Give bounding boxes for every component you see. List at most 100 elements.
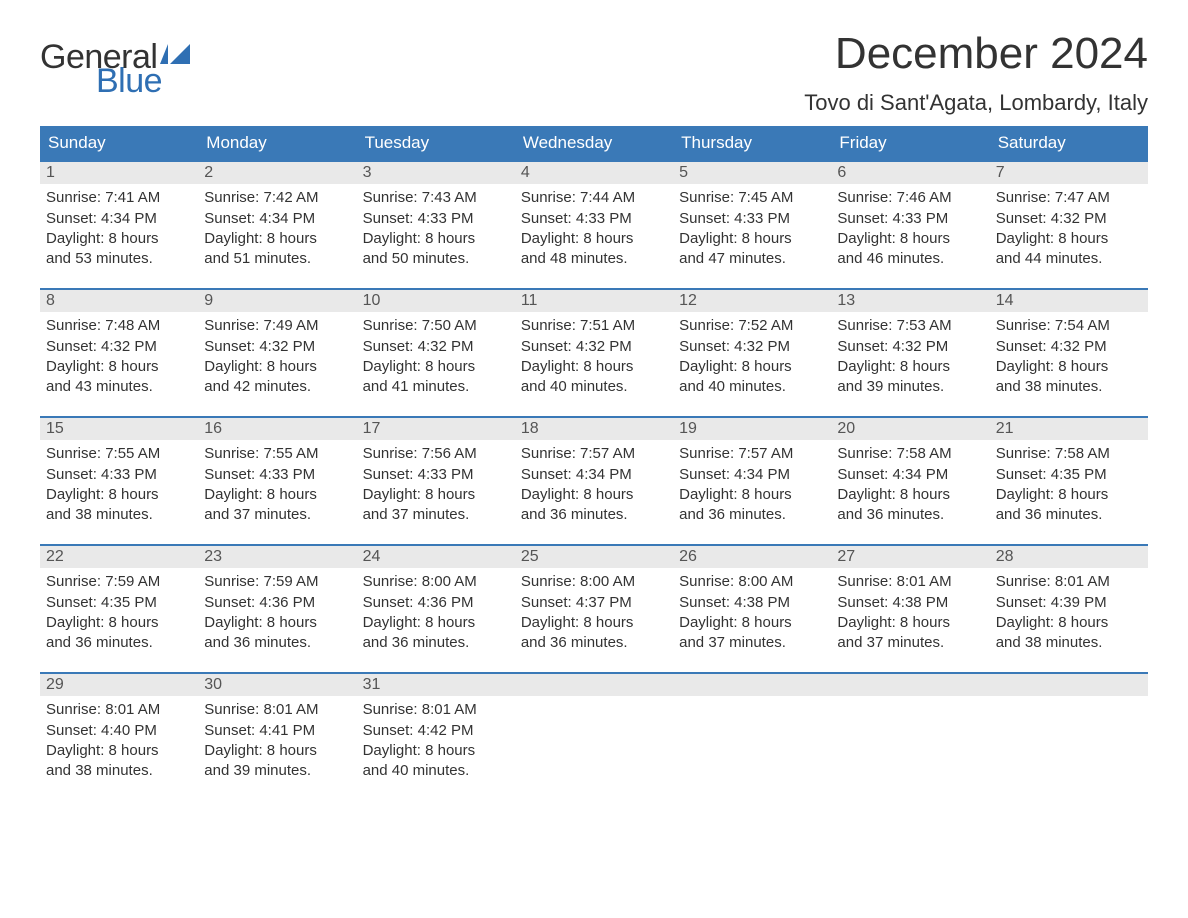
day-daylight2: and 38 minutes.: [996, 377, 1142, 397]
day-daylight2: and 38 minutes.: [46, 505, 192, 525]
day-number: [673, 672, 831, 696]
day-sunset: Sunset: 4:38 PM: [679, 593, 825, 613]
day-cell: 10Sunrise: 7:50 AMSunset: 4:32 PMDayligh…: [357, 288, 515, 398]
day-cell: 25Sunrise: 8:00 AMSunset: 4:37 PMDayligh…: [515, 544, 673, 654]
day-cell: 5Sunrise: 7:45 AMSunset: 4:33 PMDaylight…: [673, 160, 831, 270]
day-cell: 19Sunrise: 7:57 AMSunset: 4:34 PMDayligh…: [673, 416, 831, 526]
day-daylight2: and 47 minutes.: [679, 249, 825, 269]
day-number: 8: [40, 288, 198, 312]
day-body: Sunrise: 7:43 AMSunset: 4:33 PMDaylight:…: [357, 184, 515, 269]
day-daylight1: Daylight: 8 hours: [46, 613, 192, 633]
day-cell: 9Sunrise: 7:49 AMSunset: 4:32 PMDaylight…: [198, 288, 356, 398]
day-cell: [673, 672, 831, 782]
day-sunset: Sunset: 4:34 PM: [204, 209, 350, 229]
day-sunset: Sunset: 4:34 PM: [837, 465, 983, 485]
day-cell: [831, 672, 989, 782]
day-number: 3: [357, 160, 515, 184]
day-body: Sunrise: 7:51 AMSunset: 4:32 PMDaylight:…: [515, 312, 673, 397]
day-daylight2: and 39 minutes.: [837, 377, 983, 397]
day-sunrise: Sunrise: 8:01 AM: [996, 572, 1142, 592]
day-sunset: Sunset: 4:42 PM: [363, 721, 509, 741]
day-daylight1: Daylight: 8 hours: [679, 613, 825, 633]
day-cell: 28Sunrise: 8:01 AMSunset: 4:39 PMDayligh…: [990, 544, 1148, 654]
day-sunrise: Sunrise: 7:45 AM: [679, 188, 825, 208]
day-body: Sunrise: 7:46 AMSunset: 4:33 PMDaylight:…: [831, 184, 989, 269]
calendar: SundayMondayTuesdayWednesdayThursdayFrid…: [40, 126, 1148, 782]
day-sunrise: Sunrise: 7:56 AM: [363, 444, 509, 464]
day-body: Sunrise: 8:00 AMSunset: 4:36 PMDaylight:…: [357, 568, 515, 653]
day-cell: 18Sunrise: 7:57 AMSunset: 4:34 PMDayligh…: [515, 416, 673, 526]
week-row: 22Sunrise: 7:59 AMSunset: 4:35 PMDayligh…: [40, 544, 1148, 654]
day-daylight1: Daylight: 8 hours: [996, 357, 1142, 377]
day-cell: 7Sunrise: 7:47 AMSunset: 4:32 PMDaylight…: [990, 160, 1148, 270]
day-cell: 17Sunrise: 7:56 AMSunset: 4:33 PMDayligh…: [357, 416, 515, 526]
day-number: 14: [990, 288, 1148, 312]
day-number: 15: [40, 416, 198, 440]
day-sunset: Sunset: 4:33 PM: [837, 209, 983, 229]
day-cell: 12Sunrise: 7:52 AMSunset: 4:32 PMDayligh…: [673, 288, 831, 398]
day-header: Wednesday: [515, 126, 673, 160]
day-body: Sunrise: 7:55 AMSunset: 4:33 PMDaylight:…: [198, 440, 356, 525]
day-number: [831, 672, 989, 696]
day-sunset: Sunset: 4:33 PM: [363, 209, 509, 229]
day-cell: 8Sunrise: 7:48 AMSunset: 4:32 PMDaylight…: [40, 288, 198, 398]
day-header: Monday: [198, 126, 356, 160]
day-sunrise: Sunrise: 8:01 AM: [837, 572, 983, 592]
day-header: Thursday: [673, 126, 831, 160]
day-daylight2: and 37 minutes.: [204, 505, 350, 525]
day-daylight2: and 42 minutes.: [204, 377, 350, 397]
day-number: 19: [673, 416, 831, 440]
day-sunrise: Sunrise: 7:46 AM: [837, 188, 983, 208]
day-sunset: Sunset: 4:34 PM: [46, 209, 192, 229]
day-daylight2: and 37 minutes.: [363, 505, 509, 525]
day-sunset: Sunset: 4:35 PM: [996, 465, 1142, 485]
day-sunrise: Sunrise: 7:55 AM: [46, 444, 192, 464]
day-sunrise: Sunrise: 7:49 AM: [204, 316, 350, 336]
flag-icon: [160, 44, 190, 68]
day-sunrise: Sunrise: 7:48 AM: [46, 316, 192, 336]
day-sunrise: Sunrise: 7:58 AM: [996, 444, 1142, 464]
day-sunset: Sunset: 4:41 PM: [204, 721, 350, 741]
day-daylight1: Daylight: 8 hours: [521, 613, 667, 633]
day-sunset: Sunset: 4:36 PM: [363, 593, 509, 613]
day-daylight2: and 51 minutes.: [204, 249, 350, 269]
day-sunset: Sunset: 4:36 PM: [204, 593, 350, 613]
day-sunrise: Sunrise: 8:00 AM: [363, 572, 509, 592]
day-cell: 14Sunrise: 7:54 AMSunset: 4:32 PMDayligh…: [990, 288, 1148, 398]
day-body: Sunrise: 7:58 AMSunset: 4:35 PMDaylight:…: [990, 440, 1148, 525]
day-cell: 4Sunrise: 7:44 AMSunset: 4:33 PMDaylight…: [515, 160, 673, 270]
day-sunrise: Sunrise: 7:54 AM: [996, 316, 1142, 336]
day-sunset: Sunset: 4:39 PM: [996, 593, 1142, 613]
day-number: 27: [831, 544, 989, 568]
week-row: 15Sunrise: 7:55 AMSunset: 4:33 PMDayligh…: [40, 416, 1148, 526]
day-cell: 24Sunrise: 8:00 AMSunset: 4:36 PMDayligh…: [357, 544, 515, 654]
day-number: [990, 672, 1148, 696]
day-sunrise: Sunrise: 8:01 AM: [363, 700, 509, 720]
day-daylight2: and 40 minutes.: [363, 761, 509, 781]
day-daylight2: and 50 minutes.: [363, 249, 509, 269]
day-sunrise: Sunrise: 7:47 AM: [996, 188, 1142, 208]
day-daylight2: and 36 minutes.: [521, 505, 667, 525]
day-body: Sunrise: 8:01 AMSunset: 4:39 PMDaylight:…: [990, 568, 1148, 653]
day-number: 21: [990, 416, 1148, 440]
day-daylight1: Daylight: 8 hours: [996, 229, 1142, 249]
day-daylight1: Daylight: 8 hours: [521, 229, 667, 249]
day-sunrise: Sunrise: 7:42 AM: [204, 188, 350, 208]
day-cell: 2Sunrise: 7:42 AMSunset: 4:34 PMDaylight…: [198, 160, 356, 270]
day-number: 9: [198, 288, 356, 312]
day-body: Sunrise: 7:53 AMSunset: 4:32 PMDaylight:…: [831, 312, 989, 397]
day-number: 20: [831, 416, 989, 440]
day-number: 5: [673, 160, 831, 184]
day-cell: 3Sunrise: 7:43 AMSunset: 4:33 PMDaylight…: [357, 160, 515, 270]
day-sunrise: Sunrise: 7:50 AM: [363, 316, 509, 336]
day-daylight2: and 36 minutes.: [46, 633, 192, 653]
day-body: Sunrise: 7:42 AMSunset: 4:34 PMDaylight:…: [198, 184, 356, 269]
header-row: General Blue December 2024 Tovo di Sant'…: [40, 30, 1148, 116]
day-daylight2: and 46 minutes.: [837, 249, 983, 269]
day-daylight2: and 36 minutes.: [837, 505, 983, 525]
day-sunrise: Sunrise: 7:53 AM: [837, 316, 983, 336]
day-cell: 23Sunrise: 7:59 AMSunset: 4:36 PMDayligh…: [198, 544, 356, 654]
day-body: Sunrise: 7:57 AMSunset: 4:34 PMDaylight:…: [673, 440, 831, 525]
day-sunrise: Sunrise: 7:43 AM: [363, 188, 509, 208]
day-body: Sunrise: 7:59 AMSunset: 4:35 PMDaylight:…: [40, 568, 198, 653]
